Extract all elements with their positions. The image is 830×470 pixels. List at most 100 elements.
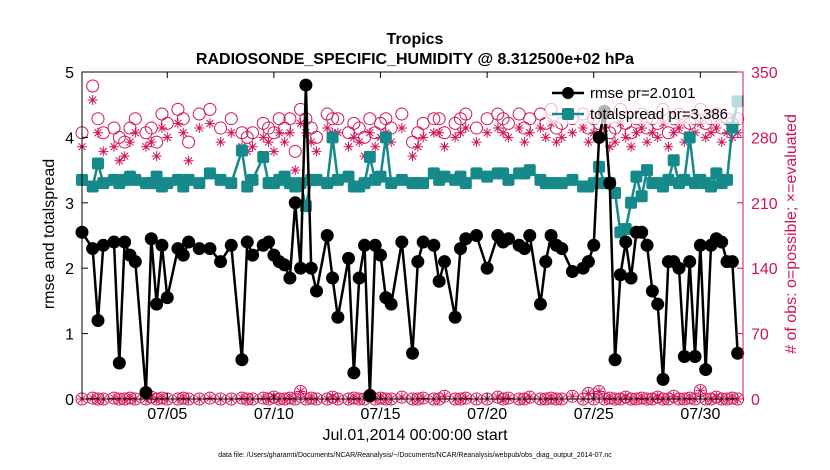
rmse-point xyxy=(555,242,569,256)
obs-evaluated-marker xyxy=(604,141,615,152)
rmse-point xyxy=(384,297,398,311)
obs-low-possible-marker xyxy=(395,390,409,404)
obs-evaluated-marker xyxy=(524,127,535,138)
obs-possible-marker xyxy=(128,112,142,126)
obs-evaluated-marker xyxy=(583,137,594,148)
x-tick-label: 07/05 xyxy=(147,406,187,423)
rmse-point xyxy=(144,232,158,246)
obs-evaluated-marker xyxy=(274,127,285,138)
x-tick-label: 07/10 xyxy=(254,406,294,423)
obs-evaluated-marker xyxy=(482,127,493,138)
rmse-point xyxy=(624,271,638,285)
obs-evaluated-marker xyxy=(418,132,429,143)
obs-low-possible-marker xyxy=(501,391,515,405)
totalspread-point xyxy=(662,173,675,186)
totalspread-point xyxy=(710,167,723,180)
rmse-point xyxy=(86,242,100,256)
obs-evaluated-marker xyxy=(626,141,637,152)
obs-evaluated-marker xyxy=(396,123,407,134)
axes: 0 1 2 3 4 5 0 70 140 210 280 350 07/05 07/10 07/15 07/2… xyxy=(65,65,778,423)
obs-low-evaluated-marker xyxy=(567,391,578,402)
data-file-footnote: data file: /Users/gharamti/Documents/NCA… xyxy=(218,452,612,459)
rmse-point xyxy=(246,248,260,262)
obs-possible-marker xyxy=(214,121,228,135)
totalspread-point xyxy=(705,180,718,193)
obs-evaluated-marker xyxy=(258,132,269,143)
totalspread-point xyxy=(678,173,691,186)
obs-evaluated-marker xyxy=(663,141,674,152)
obs-low-evaluated-marker xyxy=(236,393,247,404)
legend-spread-label: totalspread pr=3.386 xyxy=(590,106,728,123)
obs-evaluated-marker xyxy=(434,127,445,138)
rmse-point xyxy=(91,314,105,328)
rmse-point xyxy=(155,238,169,252)
totalspread-point xyxy=(294,177,307,190)
obs-low-possible-marker xyxy=(491,390,505,404)
totalspread-point xyxy=(91,157,104,170)
obs-low-evaluated-marker xyxy=(306,393,317,404)
obs-possible-marker xyxy=(155,107,169,121)
obs-low-evaluated-marker xyxy=(583,388,594,399)
obs-low-evaluated-marker xyxy=(727,393,738,404)
totalspread-point xyxy=(555,177,568,190)
obs-evaluated-marker xyxy=(551,137,562,148)
obs-possible-marker xyxy=(469,121,483,135)
obs-evaluated-marker xyxy=(588,127,599,138)
obs-evaluated-marker xyxy=(412,141,423,152)
obs-possible-marker xyxy=(240,130,254,144)
obs-evaluated-marker xyxy=(151,151,162,162)
obs-evaluated-marker xyxy=(92,127,103,138)
rmse-point xyxy=(107,235,121,249)
rmse-point xyxy=(677,349,691,363)
plot-area xyxy=(75,78,745,406)
obs-evaluated-marker xyxy=(124,137,135,148)
obs-evaluated-marker xyxy=(631,127,642,138)
rmse-point xyxy=(683,255,697,269)
obs-evaluated-marker xyxy=(156,123,167,134)
x-tick-label: 07/15 xyxy=(360,406,400,423)
rmse-point xyxy=(203,242,217,256)
obs-evaluated-marker xyxy=(295,118,306,129)
obs-evaluated-marker xyxy=(348,132,359,143)
obs-evaluated-marker xyxy=(503,132,514,143)
rmse-point xyxy=(619,235,633,249)
obs-possible-marker xyxy=(112,130,126,144)
obs-possible-marker xyxy=(203,102,217,116)
rmse-point xyxy=(592,130,606,144)
totalspread-point xyxy=(566,173,579,186)
obs-evaluated-marker xyxy=(172,118,183,129)
obs-possible-marker xyxy=(416,116,430,130)
y-right-tick-label: 70 xyxy=(751,327,769,344)
obs-evaluated-marker xyxy=(407,151,418,162)
y-right-tick-label: 0 xyxy=(751,392,760,409)
x-axis-label: Jul.01,2014 00:00:00 start xyxy=(322,427,508,444)
rmse-point xyxy=(214,255,228,269)
obs-low-evaluated-marker xyxy=(503,393,514,404)
rmse-point xyxy=(544,229,558,242)
rmse-point xyxy=(725,255,739,269)
obs-possible-marker xyxy=(326,112,340,126)
obs-evaluated-marker xyxy=(290,165,301,176)
obs-evaluated-marker xyxy=(146,137,157,148)
legend-box xyxy=(545,82,742,124)
totalspread-point xyxy=(641,164,654,177)
obs-evaluated-marker xyxy=(268,146,279,157)
rmse-point xyxy=(672,261,686,275)
obs-low-evaluated-marker xyxy=(108,393,119,404)
obs-low-evaluated-marker xyxy=(418,393,429,404)
y-right-tick-label: 210 xyxy=(751,196,778,213)
rmse-point xyxy=(283,271,297,285)
obs-low-evaluated-marker xyxy=(348,393,359,404)
obs-possible-marker xyxy=(432,112,446,126)
obs-evaluated-marker xyxy=(700,132,711,143)
totalspread-point xyxy=(342,170,355,183)
rmse-point xyxy=(480,261,494,275)
y-axis-label-right: # of obs: o=possible; ×=evaluated xyxy=(783,114,800,354)
obs-evaluated-marker xyxy=(140,141,151,152)
obs-evaluated-marker xyxy=(300,127,311,138)
obs-low-evaluated-marker xyxy=(124,393,135,404)
totalspread-point xyxy=(625,196,638,209)
obs-evaluated-marker xyxy=(114,155,125,166)
obs-possible-marker xyxy=(262,121,276,135)
